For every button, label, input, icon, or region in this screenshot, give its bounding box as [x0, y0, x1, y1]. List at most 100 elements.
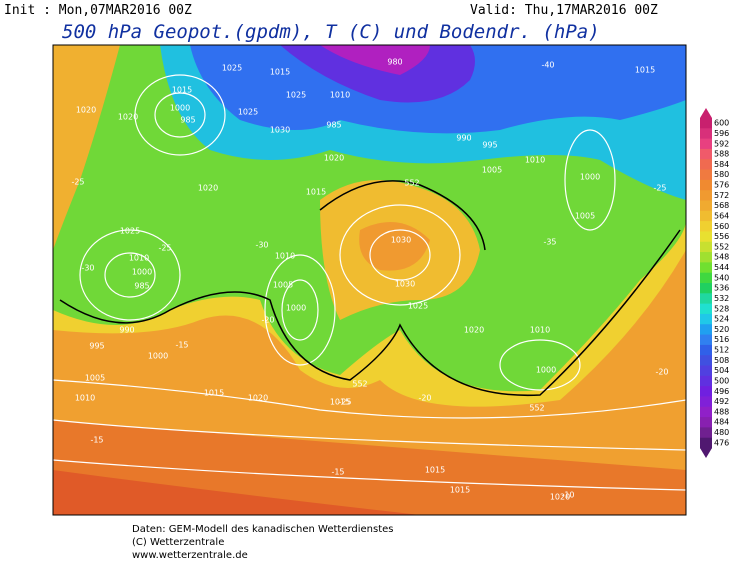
map-label: 552	[529, 404, 544, 413]
colorbar-label: 480	[714, 428, 729, 437]
map-label: 1010	[75, 394, 95, 403]
colorbar-label: 488	[714, 407, 729, 416]
map-label: 1005	[85, 374, 105, 383]
map-label: 1030	[270, 126, 290, 135]
map-label: 1005	[482, 166, 502, 175]
map-label: 1005	[273, 281, 293, 290]
map-label: -35	[543, 238, 556, 247]
map-label: 1025	[408, 302, 428, 311]
map-label: 1005	[575, 212, 595, 221]
map-label: 1015	[270, 68, 290, 77]
map-label: 1015	[306, 188, 326, 197]
map-label: 1010	[275, 252, 295, 261]
footer-source: Daten: GEM-Modell des kanadischen Wetter…	[132, 524, 394, 535]
colorbar-label: 596	[714, 129, 729, 138]
colorbar-label: 548	[714, 253, 729, 262]
colorbar-cell	[700, 293, 712, 305]
colorbar-label: 576	[714, 181, 729, 190]
colorbar-label: 532	[714, 294, 729, 303]
colorbar-label: 484	[714, 418, 729, 427]
colorbar-label: 588	[714, 150, 729, 159]
map-label: 1025	[286, 91, 306, 100]
colorbar-label: 492	[714, 397, 729, 406]
map-label: 985	[326, 121, 341, 130]
map-label: 985	[180, 116, 195, 125]
map-label: -25	[338, 398, 351, 407]
map-label: -15	[331, 468, 344, 477]
map-label: 980	[387, 58, 402, 67]
colorbar-cell	[700, 386, 712, 397]
colorbar-cell	[700, 231, 712, 243]
colorbar-cell	[700, 303, 712, 315]
map-label: 1025	[222, 64, 242, 73]
colorbar-cell	[700, 437, 712, 449]
colorbar-label: 560	[714, 222, 729, 231]
colorbar-label: 504	[714, 366, 729, 375]
map-label: -15	[90, 436, 103, 445]
footer-copyright: (C) Wetterzentrale	[132, 537, 224, 548]
map-label: 1000	[286, 304, 306, 313]
colorbar-cell	[700, 365, 712, 377]
colorbar-label: 496	[714, 387, 729, 396]
map-label: 1000	[536, 366, 556, 375]
footer-url: www.wetterzentrale.de	[132, 550, 248, 561]
map-label: 1000	[580, 173, 600, 182]
map-label: 1015	[172, 86, 192, 95]
map-label: 990	[119, 326, 134, 335]
colorbar-label: 520	[714, 325, 729, 334]
colorbar-cell	[700, 179, 712, 191]
colorbar-cell	[700, 128, 712, 140]
colorbar-cell	[700, 148, 712, 160]
map-label: 552	[352, 380, 367, 389]
map-label: 1030	[391, 236, 411, 245]
colorbar-label: 544	[714, 263, 729, 272]
map-label: 1020	[550, 493, 570, 502]
valid-time: Valid: Thu,17MAR2016 00Z	[470, 3, 658, 18]
colorbar-label: 552	[714, 242, 729, 251]
colorbar-cell	[700, 221, 712, 232]
colorbar-label: 564	[714, 211, 729, 220]
colorbar-cell	[700, 138, 712, 150]
map-label: 1015	[425, 466, 445, 475]
map-label: 1000	[132, 268, 152, 277]
map-label: -25	[71, 178, 84, 187]
map-label: 1025	[120, 227, 140, 236]
map-label: 1015	[330, 398, 350, 407]
map-label: 1000	[148, 352, 168, 361]
map-label: 1020	[464, 326, 484, 335]
map-label: 1010	[525, 156, 545, 165]
map-label: 995	[482, 141, 497, 150]
map-label: 1020	[76, 106, 96, 115]
map-label: -10	[561, 491, 574, 500]
colorbar-cell	[700, 344, 712, 356]
colorbar-cell	[700, 200, 712, 212]
map-label: 1020	[118, 113, 138, 122]
map-label: 1015	[635, 66, 655, 75]
colorbar-label: 516	[714, 335, 729, 344]
colorbar-cell	[700, 406, 712, 418]
colorbar-label: 540	[714, 273, 729, 282]
colorbar-label: 476	[714, 438, 729, 447]
colorbar-label: 572	[714, 191, 729, 200]
map-label: -25	[158, 244, 171, 253]
colorbar-label: 512	[714, 346, 729, 355]
colorbar-label: 536	[714, 284, 729, 293]
colorbar-label: 600	[714, 119, 729, 128]
colorbar-cell	[700, 334, 712, 346]
colorbar-label: 500	[714, 376, 729, 385]
map-label: 1000	[170, 104, 190, 113]
map-label: -25	[653, 184, 666, 193]
map-label: -20	[418, 394, 431, 403]
colorbar-label: 556	[714, 232, 729, 241]
colorbar-cell	[700, 283, 712, 294]
colorbar-label: 592	[714, 139, 729, 148]
map-label: 995	[89, 342, 104, 351]
colorbar-cell	[700, 313, 712, 325]
map-label: 1015	[450, 486, 470, 495]
colorbar-cell	[700, 159, 712, 171]
map-label: 1020	[324, 154, 344, 163]
map-label: 552	[404, 179, 419, 188]
map-label: 990	[456, 134, 471, 143]
